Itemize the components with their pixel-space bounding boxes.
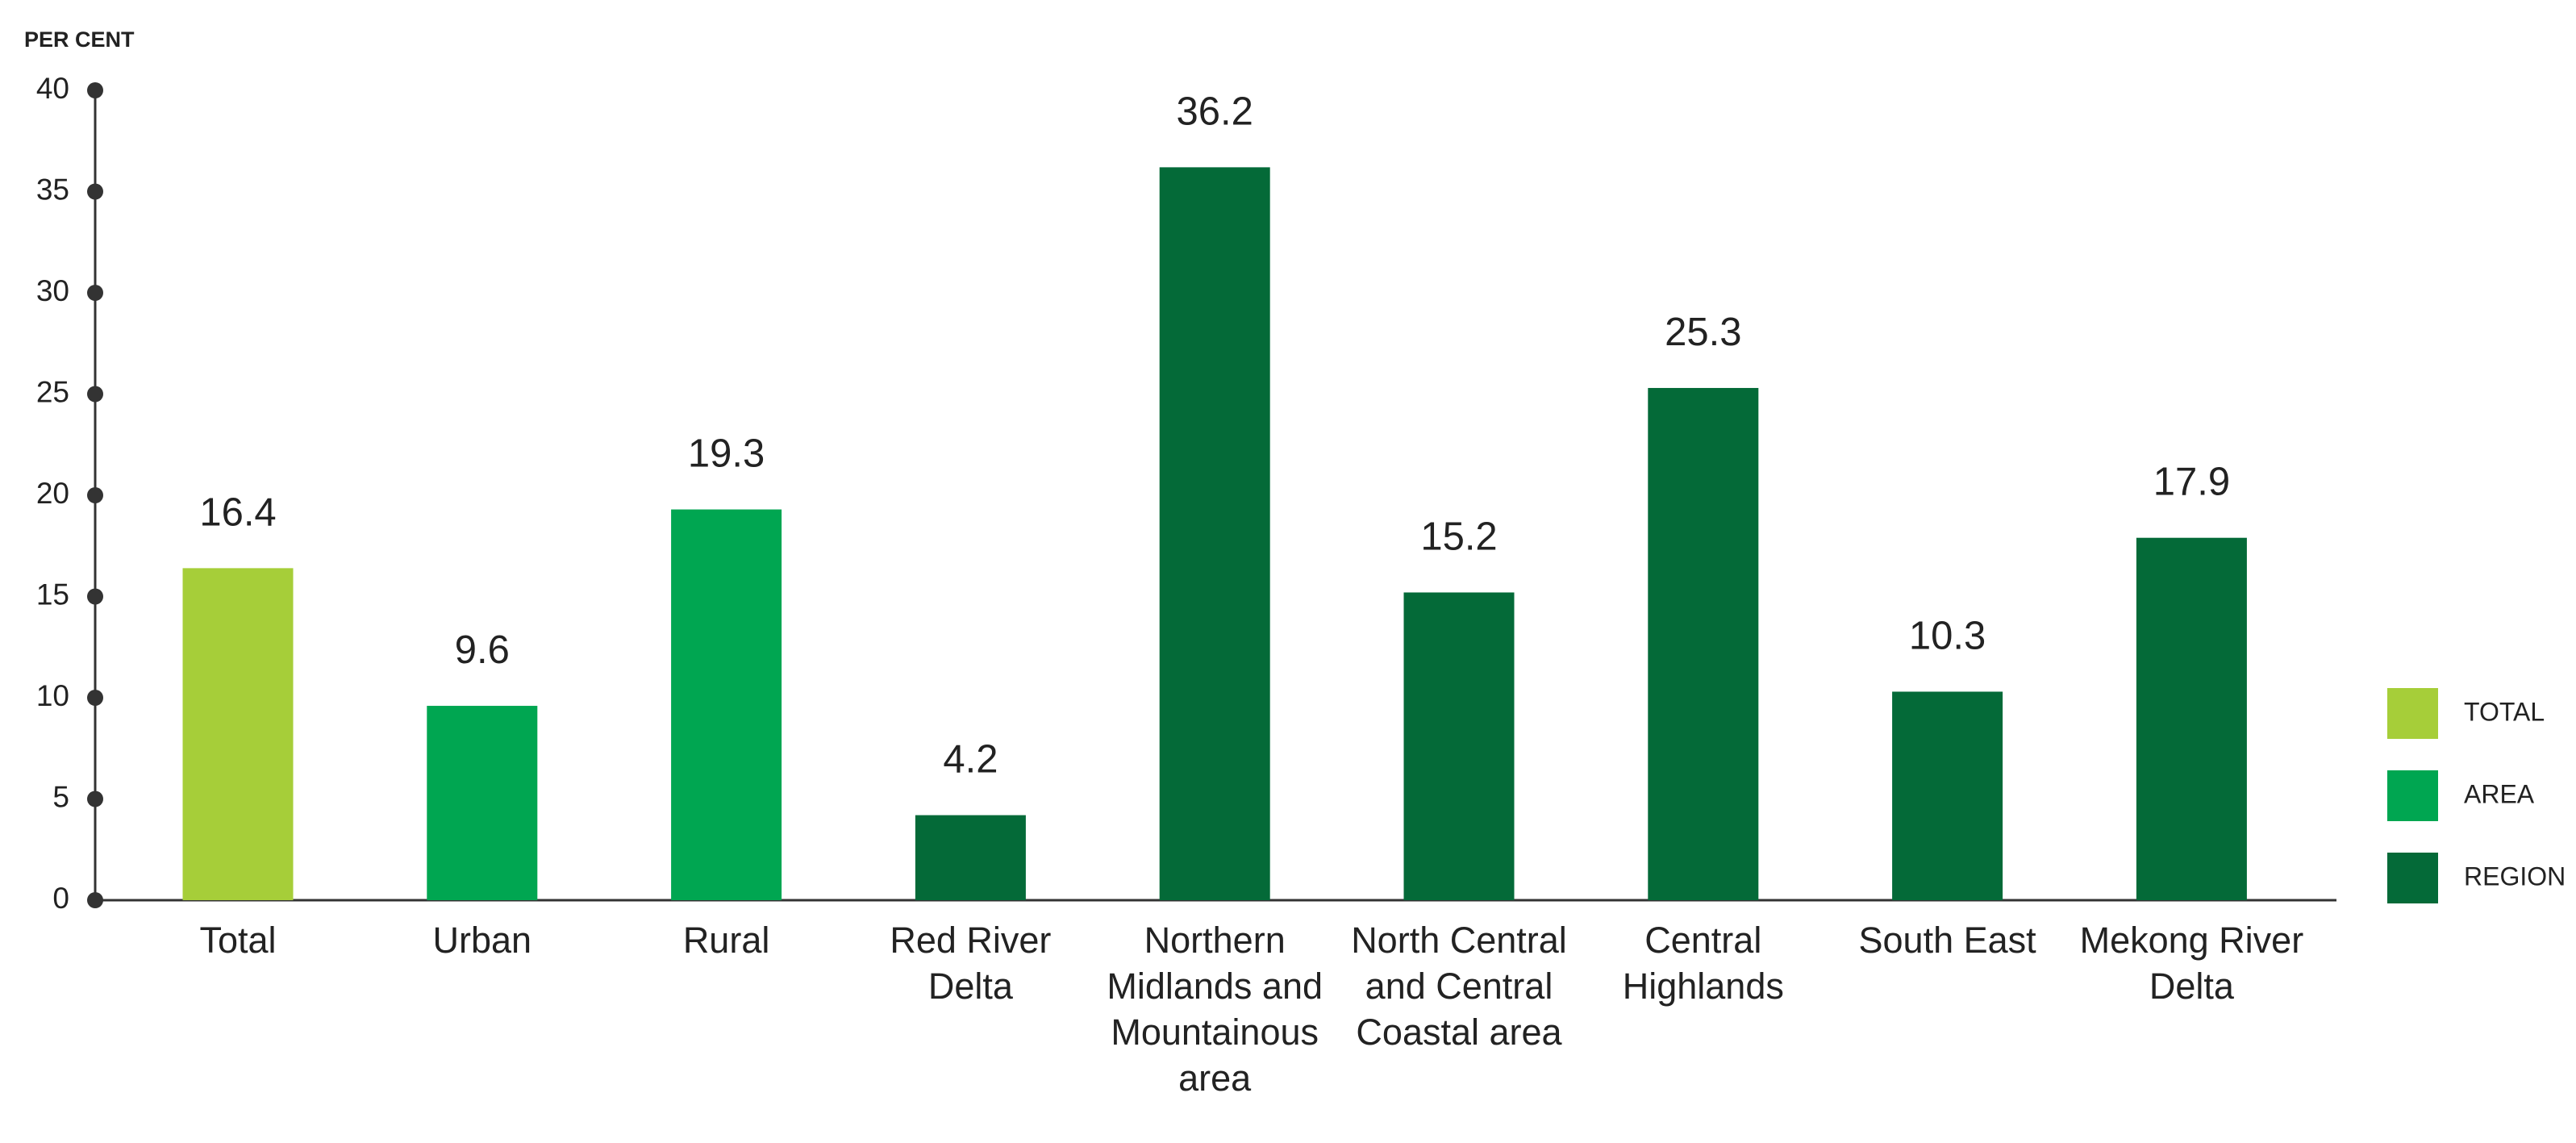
bar — [1892, 691, 2003, 900]
x-tick-label: Red River Delta — [890, 920, 1052, 1007]
y-tick-label: 10 — [36, 679, 69, 712]
legend-swatch — [2387, 853, 2438, 903]
bar — [427, 706, 538, 900]
y-tick-mark — [87, 892, 103, 908]
value-label: 19.3 — [688, 432, 765, 476]
y-tick-mark — [87, 285, 103, 301]
value-label: 4.2 — [943, 738, 998, 782]
y-tick-mark — [87, 487, 103, 503]
y-tick-mark — [87, 82, 103, 98]
x-tick-label: Northern Midlands and Mountainous area — [1107, 920, 1323, 1099]
y-axis-label: PER CENT — [24, 27, 135, 52]
legend-swatch — [2387, 770, 2438, 821]
bar — [1159, 167, 1270, 900]
y-tick-label: 15 — [36, 578, 69, 611]
y-tick-mark — [87, 690, 103, 706]
y-tick-label: 5 — [52, 780, 69, 813]
x-tick-label: Central Highlands — [1622, 920, 1784, 1007]
y-tick-mark — [87, 588, 103, 605]
bar — [671, 509, 782, 900]
x-tick-label: North Central and Central Coastal area — [1351, 920, 1567, 1053]
y-tick-label: 20 — [36, 477, 69, 510]
x-tick-label: Total — [199, 920, 277, 961]
bar — [1403, 592, 1515, 900]
x-tick-label: Mekong River Delta — [2079, 920, 2304, 1007]
bar — [2136, 537, 2247, 900]
bar — [915, 815, 1026, 900]
y-tick-label: 25 — [36, 375, 69, 408]
y-tick-label: 35 — [36, 173, 69, 206]
y-tick-mark — [87, 183, 103, 200]
y-tick-label: 30 — [36, 274, 69, 307]
value-label: 16.4 — [199, 490, 276, 534]
legend-swatch — [2387, 688, 2438, 739]
y-tick-label: 40 — [36, 72, 69, 105]
legend-label: REGION — [2464, 861, 2566, 891]
value-label: 9.6 — [455, 628, 510, 672]
value-label: 25.3 — [1665, 311, 1741, 354]
y-tick-label: 0 — [52, 882, 69, 915]
bar — [182, 568, 294, 900]
x-tick-label: South East — [1858, 920, 2036, 961]
legend-label: TOTAL — [2464, 697, 2545, 726]
bar — [1648, 387, 1759, 901]
legend-label: AREA — [2464, 779, 2535, 808]
x-tick-label: Urban — [432, 920, 532, 961]
y-tick-mark — [87, 791, 103, 807]
value-label: 36.2 — [1177, 90, 1253, 133]
y-tick-mark — [87, 386, 103, 403]
value-label: 17.9 — [2153, 461, 2230, 504]
value-label: 15.2 — [1420, 515, 1497, 558]
value-label: 10.3 — [1909, 614, 1986, 657]
x-tick-label: Rural — [682, 920, 770, 961]
